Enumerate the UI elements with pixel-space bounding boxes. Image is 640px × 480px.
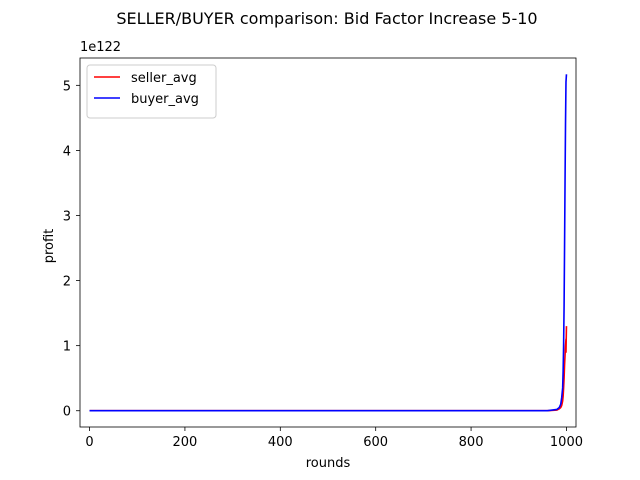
- legend-label-seller_avg: seller_avg: [131, 71, 197, 86]
- y-tick-label: 4: [63, 144, 71, 159]
- y-tick-label: 3: [63, 209, 71, 224]
- x-tick-label: 200: [173, 435, 198, 450]
- y-tick-label: 0: [63, 405, 71, 420]
- y-tick-label: 2: [63, 275, 71, 290]
- legend-label-buyer_avg: buyer_avg: [131, 92, 199, 107]
- plot-area: [89, 74, 568, 412]
- x-tick-label: 600: [363, 435, 388, 450]
- y-offset-label: 1e122: [80, 40, 121, 55]
- x-tick-label: 0: [85, 435, 93, 450]
- x-tick-label: 800: [459, 435, 484, 450]
- plot-frame: [79, 57, 577, 428]
- series-line-seller_avg: [89, 326, 568, 412]
- y-tick-label: 5: [63, 79, 71, 94]
- series-line-buyer_avg: [89, 74, 568, 412]
- y-tick-label: 1: [63, 340, 71, 355]
- x-tick-label: 1000: [550, 435, 583, 450]
- legend: seller_avg buyer_avg: [86, 64, 217, 119]
- legend-box: [86, 64, 217, 119]
- y-axis-label: profit: [42, 229, 57, 264]
- axes: 0 200 400 600 800 1000 0 1 2 3 4 5: [63, 57, 583, 450]
- x-axis-label: rounds: [306, 456, 351, 471]
- chart-title: SELLER/BUYER comparison: Bid Factor Incr…: [116, 9, 537, 28]
- x-tick-label: 400: [268, 435, 293, 450]
